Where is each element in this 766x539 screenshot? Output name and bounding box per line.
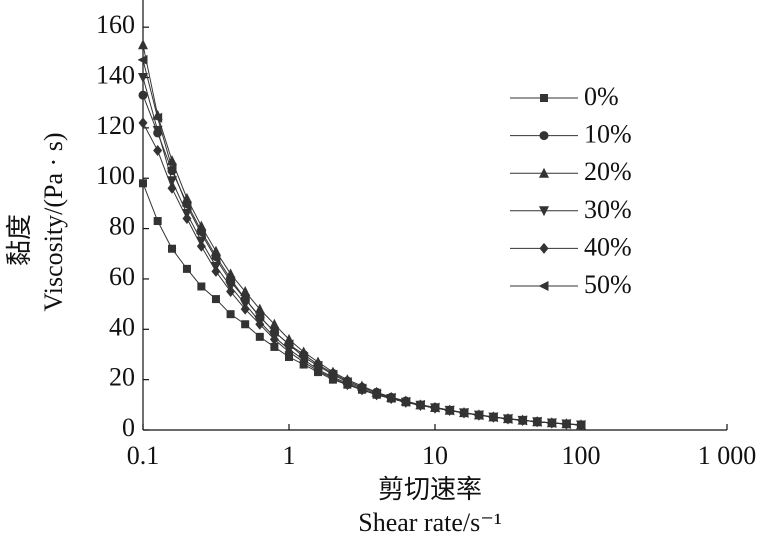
data-point [139,179,147,188]
data-point [167,182,177,194]
data-point [560,418,571,429]
legend-label: 40% [584,232,632,261]
data-point [254,303,265,314]
y-tick-label: 120 [96,111,135,140]
y-tick-label: 140 [96,60,135,89]
data-point [181,200,192,211]
data-point [152,112,163,123]
data-point [298,351,309,362]
data-point [168,244,177,253]
data-point [414,399,425,410]
data-point [517,415,528,426]
data-point [195,228,206,239]
data-point [371,388,382,399]
data-point [241,320,250,329]
data-point [226,286,236,298]
data-point [196,220,207,231]
y-tick-label: 100 [96,161,135,190]
data-point [137,54,148,65]
data-point [240,303,250,315]
data-point [182,264,191,273]
data-point [167,155,178,166]
data-point [341,377,352,388]
data-point [531,416,542,427]
data-point [196,240,206,252]
data-point [225,268,236,279]
data-point [226,310,235,319]
data-point [356,383,367,394]
data-point [473,410,484,421]
data-point [153,145,163,157]
data-point [210,245,221,256]
data-point [197,282,206,291]
data-point [138,117,148,129]
series-line [142,77,582,426]
y-tick-label: 0 [122,413,135,442]
series-line [142,94,582,426]
legend-label: 30% [584,195,632,224]
legend-label: 0% [584,82,619,111]
series-line [142,44,582,426]
x-tick-label: 1 000 [698,441,757,470]
x-axis-label-cn: 剪切速率 [378,475,482,504]
legend-label: 10% [584,120,632,149]
data-point [211,295,220,304]
legend-marker [539,206,549,217]
data-point [458,407,469,418]
data-point [138,73,148,84]
legend-marker [538,281,549,291]
data-point [255,318,265,330]
data-point [269,333,279,345]
y-axis-label: Viscosity/(Pa · s) [39,133,68,312]
data-point [153,217,162,226]
data-point [167,176,178,187]
data-point [182,213,192,225]
legend-marker [540,94,548,102]
data-point [429,402,440,413]
data-point [225,276,236,287]
data-point [240,286,251,297]
x-tick-label: 10 [422,441,448,470]
series-line [142,122,582,426]
data-point [138,90,148,100]
data-point [312,360,323,371]
data-point [270,342,279,351]
legend-marker [539,167,549,178]
data-point [283,339,294,350]
series-line [142,59,582,426]
x-axis-label: Shear rate/s⁻¹ [358,508,502,537]
y-tick-label: 80 [109,212,135,241]
data-point [138,39,148,50]
x-tick-label: 100 [562,441,601,470]
data-point [385,392,396,403]
data-point [166,163,177,174]
y-tick-label: 160 [96,10,135,39]
data-point [268,326,279,337]
legend-marker [539,131,549,141]
y-axis-label-cn: 黏度 [5,214,34,266]
data-point [254,311,265,322]
data-point [239,294,250,305]
legend-label: 20% [584,157,632,186]
data-point [211,265,221,277]
data-point [284,346,294,358]
data-point [502,413,513,424]
data-point [444,405,455,416]
y-tick-label: 60 [109,262,135,291]
data-point [255,332,264,341]
data-point [487,412,498,423]
legend-label: 50% [584,270,632,299]
data-point [575,419,586,430]
x-tick-label: 1 [283,441,296,470]
data-point [327,369,338,380]
x-tick-label: 0.1 [127,441,160,470]
legend-marker [539,242,549,254]
data-point [546,417,557,428]
data-point [210,253,221,264]
data-point [400,396,411,407]
y-tick-label: 20 [109,363,135,392]
y-tick-label: 40 [109,312,135,341]
data-point [269,318,280,329]
